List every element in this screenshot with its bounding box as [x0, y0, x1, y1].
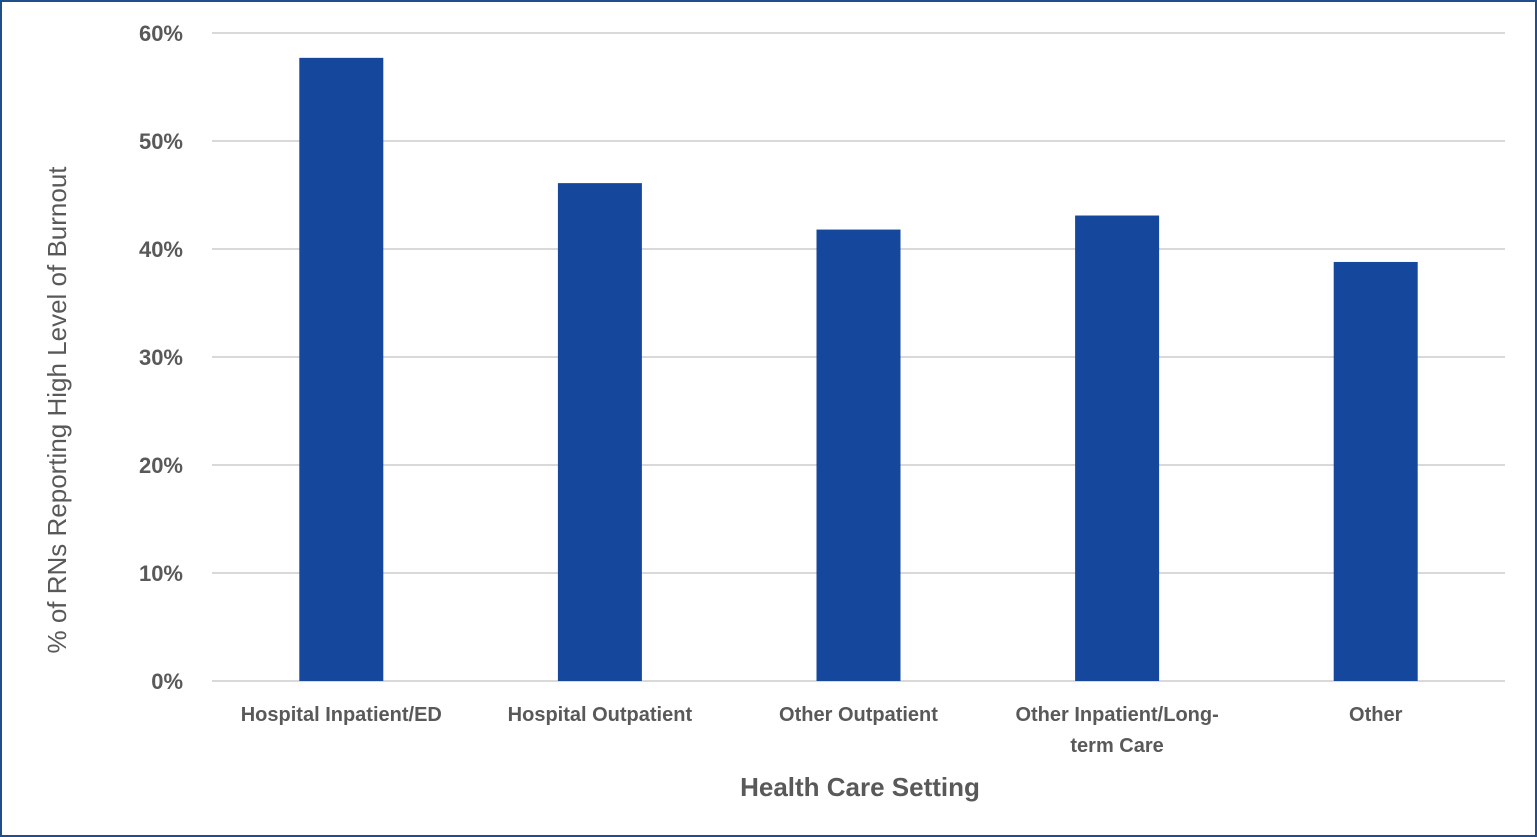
bar: [1333, 261, 1418, 681]
y-tick-label: 50%: [139, 129, 183, 154]
y-tick-label: 0%: [151, 669, 183, 694]
y-tick-labels: 0% 10% 20% 30% 40% 50% 60%: [139, 21, 183, 694]
bar: [299, 57, 384, 681]
bar: [816, 229, 901, 681]
bar: [1075, 215, 1160, 681]
x-category-label: Other Outpatient: [779, 704, 938, 726]
x-category-label: Hospital Inpatient/ED: [241, 704, 442, 726]
y-tick-label: 10%: [139, 561, 183, 586]
y-axis-title: % of RNs Reporting High Level of Burnout: [42, 166, 72, 654]
bars: [299, 57, 1418, 681]
y-tick-label: 60%: [139, 21, 183, 46]
y-tick-label: 30%: [139, 345, 183, 370]
y-tick-label: 40%: [139, 237, 183, 262]
x-category-label: Other: [1349, 704, 1403, 726]
x-category-labels: Hospital Inpatient/ED Hospital Outpatient…: [241, 704, 1403, 757]
x-category-label: Hospital Outpatient: [508, 704, 693, 726]
bar: [557, 183, 642, 681]
x-category-label: Other Inpatient/Long-term Care: [1015, 704, 1218, 757]
x-axis-title: Health Care Setting: [740, 772, 980, 802]
y-tick-label: 20%: [139, 453, 183, 478]
